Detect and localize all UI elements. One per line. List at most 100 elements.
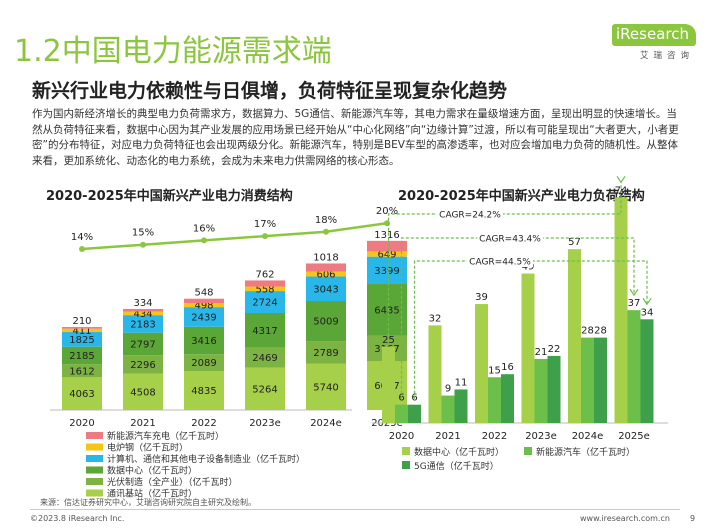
chart1-bar-segment <box>306 271 346 277</box>
chart1-category-label: 2023e <box>249 418 281 429</box>
chart2-value-label: 22 <box>548 344 561 355</box>
footer-divider <box>30 509 680 510</box>
chart2-bar <box>547 355 561 423</box>
chart2-bar <box>441 395 455 423</box>
chart2-cagr-arrowhead <box>642 297 652 306</box>
chart1-ratio-point <box>201 237 207 244</box>
chart1-bar-segment <box>367 251 407 257</box>
chart1-bar-segment <box>184 354 224 372</box>
chart2-value-label: 21 <box>535 347 548 358</box>
chart1-ratio-label: 17% <box>254 219 276 230</box>
chart2-bar <box>581 337 594 423</box>
chart1-bar-segment <box>62 332 102 347</box>
chart1-bar-segment <box>245 280 285 287</box>
chart1-bar-segment <box>367 284 407 336</box>
chart2-category-label: 2022 <box>482 431 507 442</box>
chart2-cagr-arrow <box>413 260 648 399</box>
chart1-value-label: 5009 <box>313 317 338 328</box>
chart2-cagr-arrow <box>387 181 622 341</box>
chart1-value-label: 2183 <box>130 319 155 330</box>
logo-cn: 艾瑞咨询 <box>640 51 695 61</box>
chart1-bar-segment <box>184 303 224 308</box>
chart2-bar <box>640 319 654 423</box>
chart2-legend-swatch <box>524 447 532 455</box>
chart1-legend-label: 计算机、通信和其他电子设备制造业（亿千瓦时） <box>107 453 305 465</box>
chart1-category-label: 2024e <box>310 418 342 429</box>
chart1-bar-segment <box>306 263 346 272</box>
chart2-bar <box>627 310 641 423</box>
chart1-value-label: 1018 <box>313 252 338 263</box>
chart1-value-label: 3416 <box>191 336 216 347</box>
chart2-value-label: 28 <box>581 326 594 337</box>
chart1-legend-swatch <box>86 466 103 474</box>
chart1-value-label: 6435 <box>374 305 399 316</box>
chart1-value-label: 2089 <box>191 358 216 369</box>
chart1-value-label: 2469 <box>252 353 277 364</box>
iresearch-logo: iResearch 艾瑞咨询 <box>612 24 696 62</box>
chart1-bar-segment <box>306 276 346 302</box>
chart1-value-label: 2789 <box>313 348 338 359</box>
chart1-category-label: 2020 <box>69 418 94 429</box>
chart2-value-label: 15 <box>488 365 501 376</box>
chart1-value-label: 762 <box>255 269 274 280</box>
chart1-bar-segment <box>306 363 346 410</box>
chart1-bar-segment <box>367 240 407 252</box>
chart1-legend-swatch <box>86 478 103 485</box>
chart2-bar <box>501 374 514 423</box>
page-number: 9 <box>690 514 696 523</box>
chart1-category-label: 2021 <box>130 418 155 429</box>
chart1-title: 2020-2025年中国新兴产业电力消费结构 <box>46 189 293 204</box>
copyright: ©2023.8 iResearch Inc. <box>30 514 125 523</box>
chart1-legend-label: 电炉钢（亿千瓦时） <box>107 442 188 454</box>
chart2-value-label: 11 <box>455 377 468 388</box>
chart1-ratio-point <box>140 241 146 248</box>
chart1-ratio-label: 14% <box>71 232 93 243</box>
chart2-cagr-label: CAGR=24.2% <box>439 211 501 221</box>
chart2-value-label: 16 <box>501 362 514 373</box>
chart1-legend-label: 光伏制造（全产业）（亿千瓦时） <box>107 476 238 488</box>
website: www.iresearch.com.cn <box>580 514 670 523</box>
page-subtitle: 新兴行业电力依赖性与日俱增，负荷特征呈现复杂化趋势 <box>32 80 508 102</box>
chart1-value-label: 4508 <box>130 387 155 398</box>
chart1-legend-swatch <box>86 432 103 439</box>
chart2-bar <box>382 346 395 423</box>
chart1-bar-segment <box>123 373 163 410</box>
chart1-bar-segment <box>245 367 285 410</box>
chart2-legend-label: 新能源汽车（亿千瓦时） <box>536 446 635 458</box>
chart2-legend-label: 数据中心（亿千瓦时） <box>414 446 504 458</box>
chart2-bar <box>534 358 548 423</box>
chart1-bar-segment <box>184 307 224 327</box>
chart2-bar <box>521 273 535 423</box>
chart2-cagr-arrowhead <box>629 288 639 297</box>
chart2-category-label: 2025e <box>618 431 650 442</box>
chart1-ratio-label: 18% <box>315 215 337 226</box>
chart1-value-label: 2797 <box>130 339 155 350</box>
chart2-legend-swatch <box>402 461 410 469</box>
chart1-bar-segment <box>62 328 102 333</box>
chart1-bar-segment <box>306 341 346 364</box>
chart2-value-label: 49 <box>522 262 535 273</box>
chart1-bar-segment <box>123 308 163 312</box>
chart2-title: 2020-2025年中国新兴产业电力负荷结构 <box>398 189 645 204</box>
chart2-category-label: 2023e <box>525 431 557 442</box>
chart2-value-label: 28 <box>594 326 607 337</box>
chart2-value-label: 39 <box>475 292 488 303</box>
chart2-value-label: 34 <box>641 307 654 318</box>
chart1-category-label: 2022 <box>191 418 216 429</box>
chart1-value-label: 2724 <box>252 298 277 309</box>
chart1-ratio-label: 16% <box>193 223 215 234</box>
chart1-ratio-label: 15% <box>132 228 154 239</box>
chart1-bar-segment <box>62 377 102 410</box>
chart2-bar <box>594 337 607 423</box>
chart1-value-label: 548 <box>194 288 213 299</box>
chart1-legend-label: 新能源汽车充电（亿千瓦时） <box>107 430 224 442</box>
chart2-bar <box>475 304 488 423</box>
chart1-value-label: 2296 <box>130 360 155 371</box>
chart2-legend-swatch <box>402 447 410 455</box>
chart1-value-label: 1825 <box>69 335 94 346</box>
source-note: 来源：信达证券研究中心，艾瑞咨询研究院自主研究及绘制。 <box>40 498 256 507</box>
chart1-ratio-label: 20% <box>376 206 398 217</box>
chart1-ratio-point <box>323 228 329 235</box>
chart2-bar <box>408 404 421 423</box>
